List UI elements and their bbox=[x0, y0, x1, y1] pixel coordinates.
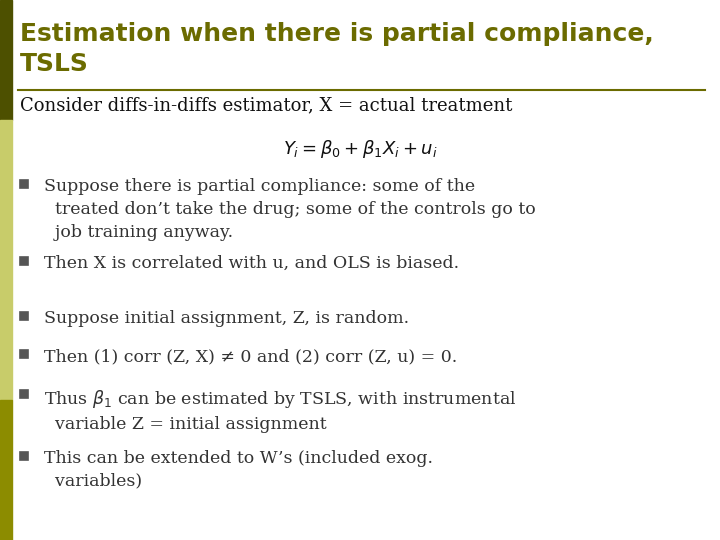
Bar bbox=[20, 452, 28, 460]
Text: Then (1) corr (Z, X) ≠ 0 and (2) corr (Z, u) = 0.: Then (1) corr (Z, X) ≠ 0 and (2) corr (Z… bbox=[44, 348, 457, 365]
Text: Estimation when there is partial compliance,: Estimation when there is partial complia… bbox=[20, 22, 654, 46]
Bar bbox=[0, 120, 12, 400]
Text: TSLS: TSLS bbox=[20, 52, 89, 76]
Bar bbox=[0, 0, 12, 120]
Text: This can be extended to W’s (included exog.
  variables): This can be extended to W’s (included ex… bbox=[44, 450, 433, 490]
Text: Suppose there is partial compliance: some of the
  treated don’t take the drug; : Suppose there is partial compliance: som… bbox=[44, 178, 536, 241]
Text: Thus $\beta_1$ can be estimated by TSLS, with instrumental
  variable Z = initia: Thus $\beta_1$ can be estimated by TSLS,… bbox=[44, 388, 516, 433]
Text: Consider diffs-in-diffs estimator, X = actual treatment: Consider diffs-in-diffs estimator, X = a… bbox=[20, 96, 513, 114]
Bar bbox=[20, 350, 28, 358]
Text: $Y_i = \beta_0 + \beta_1 X_i + u_i$: $Y_i = \beta_0 + \beta_1 X_i + u_i$ bbox=[283, 138, 437, 160]
Bar bbox=[20, 180, 28, 188]
Text: Then X is correlated with u, and OLS is biased.: Then X is correlated with u, and OLS is … bbox=[44, 255, 459, 272]
Bar bbox=[20, 390, 28, 398]
Bar bbox=[0, 400, 12, 540]
Bar bbox=[20, 312, 28, 320]
Bar bbox=[20, 257, 28, 265]
Text: Suppose initial assignment, Z, is random.: Suppose initial assignment, Z, is random… bbox=[44, 310, 409, 327]
